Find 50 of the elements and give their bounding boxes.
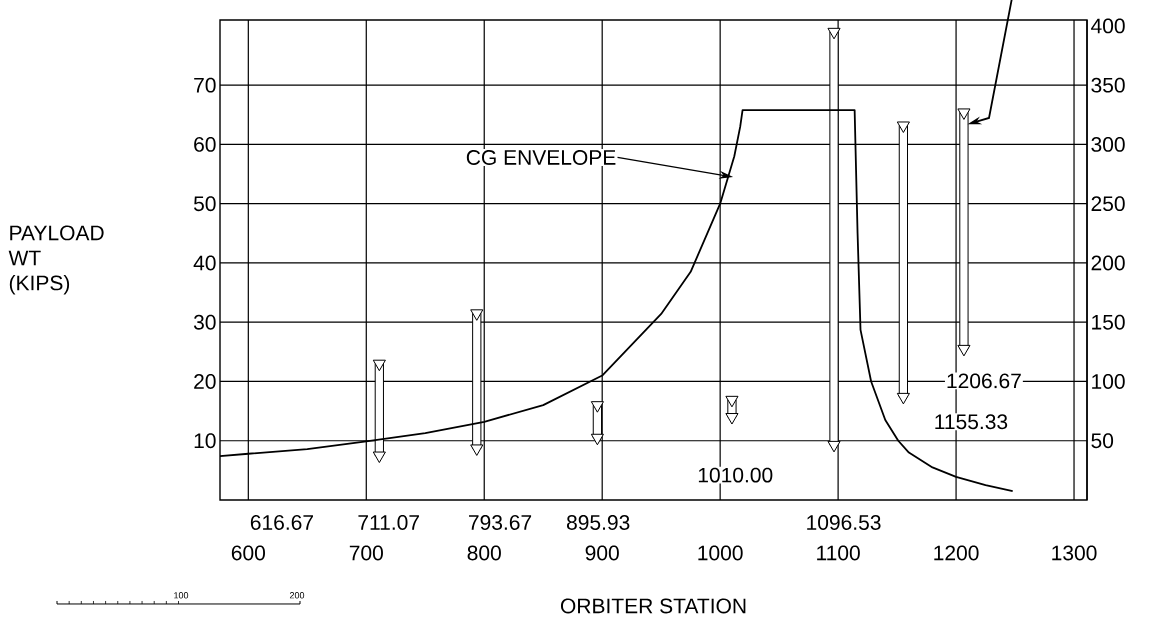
x-axis-title: ORBITER STATION [560,598,746,614]
y2-tick-label: 200 [1091,255,1125,271]
y-tick-label: 50 [193,196,216,212]
x-tick-label: 1000 [698,545,743,561]
annotation: 1206.67 [947,373,1021,389]
point [590,401,604,413]
x-tick-label: 1200 [934,545,979,561]
x-tick-label: 700 [349,545,383,561]
y-tick-label: 30 [193,314,216,330]
y2-tick-label: 50 [1091,433,1114,449]
x-tick-label: 600 [231,545,265,561]
y2-tick-label: 400 [1091,18,1125,34]
point [896,392,910,405]
text: 1096.53 [807,515,881,530]
y-axis-title: PAYLOAD WT (KIPS) [8,225,104,295]
text: 200 [289,592,305,599]
y2-tick-label: 250 [1091,196,1125,212]
point [957,108,971,120]
text: 616.67 [250,515,313,530]
y2-tick-label: 150 [1092,314,1125,330]
y-tick-label: 10 [194,433,216,449]
y-tick-label: 40 [193,255,216,271]
point [470,444,484,456]
point [372,359,386,372]
annotation: 1010.00 [698,467,773,483]
x-tick-label: 1100 [817,545,860,561]
y2-tick-label: 300 [1091,137,1125,152]
text: 100 [174,592,189,599]
text: 793.67 [469,515,532,530]
text: 895.93 [566,515,630,530]
y-tick-label: 70 [194,77,216,93]
point [590,433,604,446]
y2-tick-label: 100 [1092,374,1125,389]
point [957,344,971,357]
point [725,413,739,425]
x-tick-label: 900 [585,545,619,561]
point [827,27,841,40]
point [827,440,841,453]
point [470,309,484,321]
annotation: CG ENVELOPE [466,150,616,165]
y2-tick-label: 350 [1091,77,1125,93]
y-tick-label: 20 [194,374,216,389]
x-tick-label: 800 [467,545,501,561]
point [372,451,386,464]
point [896,121,910,133]
point [725,395,739,408]
x-tick-label: 1300 [1052,545,1097,561]
annotation: 1155.33 [935,414,1008,430]
text: 711.07 [358,515,419,530]
y-tick-label: 60 [194,137,216,152]
